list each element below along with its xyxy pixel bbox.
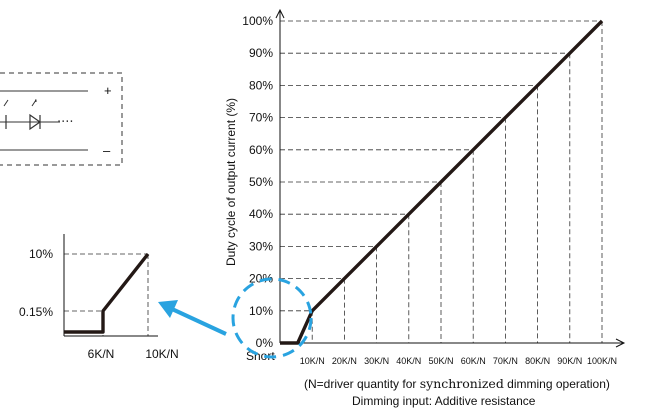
y-tick-label: 60% bbox=[249, 143, 273, 157]
note-prefix: (N=driver quantity for bbox=[304, 377, 420, 391]
note-word: synchronized bbox=[419, 376, 504, 391]
x-tick-label: 50K/N bbox=[428, 356, 453, 366]
main-grid bbox=[280, 20, 603, 343]
inset-duty-cycle-line bbox=[64, 252, 150, 334]
x-tick-label: 70K/N bbox=[493, 356, 518, 366]
circuit-border bbox=[0, 72, 123, 166]
x-tick-label: 40K/N bbox=[396, 356, 421, 366]
y-tick-label: 100% bbox=[242, 14, 273, 28]
y-tick-label: 70% bbox=[249, 111, 273, 125]
inset-tick-labels: 10% 0.15% 6K/N 10K/N bbox=[19, 247, 179, 361]
x-tick-label: 60K/N bbox=[461, 356, 486, 366]
callout-arrow-head-icon bbox=[158, 300, 178, 318]
minus-label: – bbox=[103, 143, 111, 158]
circuit-dots: ···· bbox=[57, 115, 74, 130]
inset-y-tick-label: 0.15% bbox=[19, 305, 53, 319]
y-tick-label: 40% bbox=[249, 207, 273, 221]
inset-series bbox=[64, 252, 150, 334]
x-tick-label: 20K/N bbox=[332, 356, 357, 366]
inset-chart: 10% 0.15% 6K/N 10K/N bbox=[19, 234, 179, 361]
led-circuit-diagram: ···· + – bbox=[0, 72, 123, 166]
y-tick-label: 80% bbox=[249, 78, 273, 92]
led-icon bbox=[29, 113, 42, 131]
inset-axes bbox=[63, 234, 158, 337]
duty-cycle-line bbox=[280, 19, 604, 345]
x-tick-label: 100K/N bbox=[587, 356, 617, 366]
x-axis-label: Dimming input: Additive resistance bbox=[352, 394, 536, 408]
y-tick-label: 20% bbox=[249, 272, 273, 286]
y-axis-arrow-icon bbox=[275, 8, 285, 19]
x-tick-label: 80K/N bbox=[525, 356, 550, 366]
note-suffix: dimming operation) bbox=[503, 377, 610, 391]
led-light-arrows-icon bbox=[3, 99, 37, 107]
main-chart: 0% 10% 20% 30% 40% 50% 60% 70% 80% 90% 100% 10K/N 2… bbox=[224, 8, 626, 366]
y-tick-label: 90% bbox=[249, 46, 273, 60]
y-tick-label: 50% bbox=[249, 175, 273, 189]
y-tick-label: 0% bbox=[256, 336, 274, 350]
x-tick-label: 10K/N bbox=[300, 356, 325, 366]
callout-arrow-shaft bbox=[171, 307, 227, 336]
main-series bbox=[279, 19, 604, 345]
main-axes bbox=[275, 8, 626, 348]
y-axis-label: Duty cycle of output current (%) bbox=[224, 98, 238, 266]
x-tick-label: 90K/N bbox=[557, 356, 582, 366]
x-tick-label: 30K/N bbox=[364, 356, 389, 366]
main-x-tick-labels: 10K/N 20K/N 30K/N 40K/N 50K/N 60K/N 70K/N 80K/N… bbox=[300, 356, 617, 366]
inset-grid bbox=[64, 253, 149, 336]
plus-label: + bbox=[104, 83, 112, 98]
y-tick-label: 10% bbox=[249, 304, 273, 318]
main-y-tick-labels: 0% 10% 20% 30% 40% 50% 60% 70% 80% 90% 100% bbox=[242, 14, 273, 350]
inset-x-tick-label: 6K/N bbox=[88, 347, 115, 361]
inset-y-tick-label: 10% bbox=[29, 247, 53, 261]
highlight-circle bbox=[231, 277, 313, 359]
inset-x-tick-label: 10K/N bbox=[145, 347, 178, 361]
synchronization-note: (N=driver quantity for synchronized dimm… bbox=[304, 376, 610, 391]
x-axis-arrow-icon bbox=[615, 338, 626, 348]
y-tick-label: 30% bbox=[249, 239, 273, 253]
